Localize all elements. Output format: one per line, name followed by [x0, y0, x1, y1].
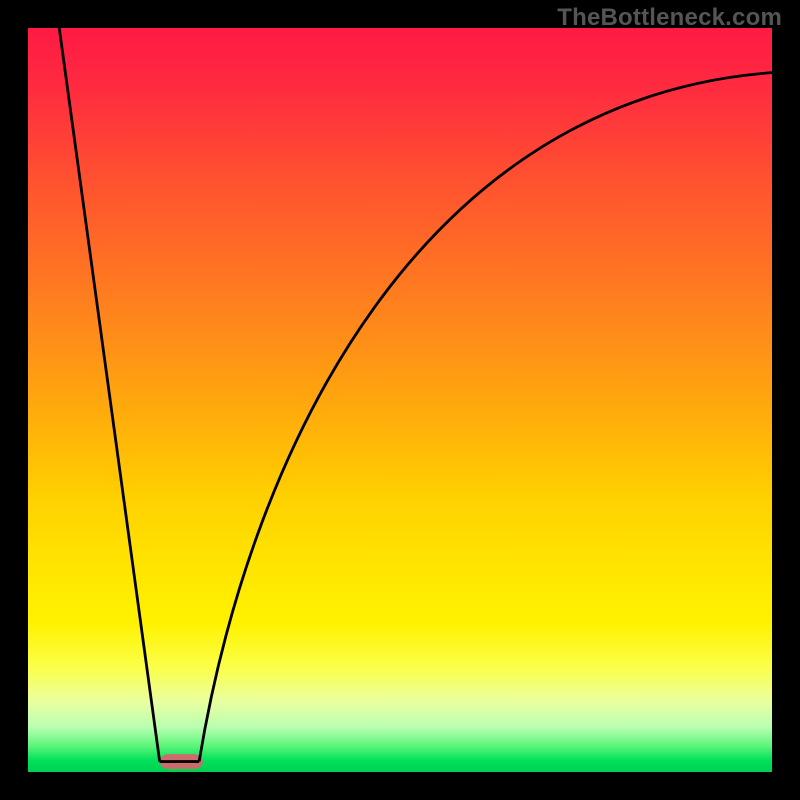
watermark-text: TheBottleneck.com: [557, 4, 782, 32]
plot-background: [28, 28, 772, 772]
plot-area: [28, 28, 772, 772]
frame-border-left: [0, 0, 28, 800]
frame-border-right: [772, 0, 800, 800]
frame-border-bottom: [0, 772, 800, 800]
figure-frame: TheBottleneck.com: [0, 0, 800, 800]
plot-svg: [28, 28, 772, 772]
